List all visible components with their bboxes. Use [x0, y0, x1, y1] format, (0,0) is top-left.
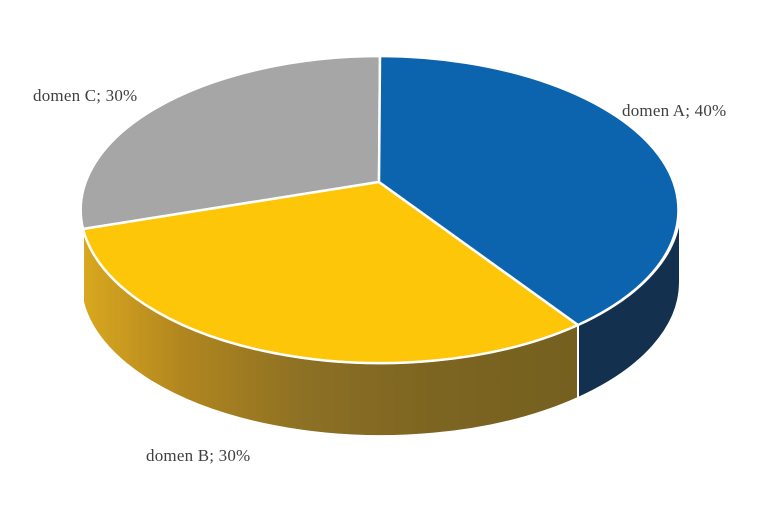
pie-slice-domen-c — [79, 54, 382, 231]
data-label-domen-a: domen A; 40% — [622, 101, 727, 120]
pie-slice-domen-a — [377, 54, 680, 327]
pie-slice-domen-b — [81, 180, 580, 365]
data-label-domen-b: domen B; 30% — [146, 446, 251, 465]
data-label-domen-c: domen C; 30% — [33, 86, 138, 105]
